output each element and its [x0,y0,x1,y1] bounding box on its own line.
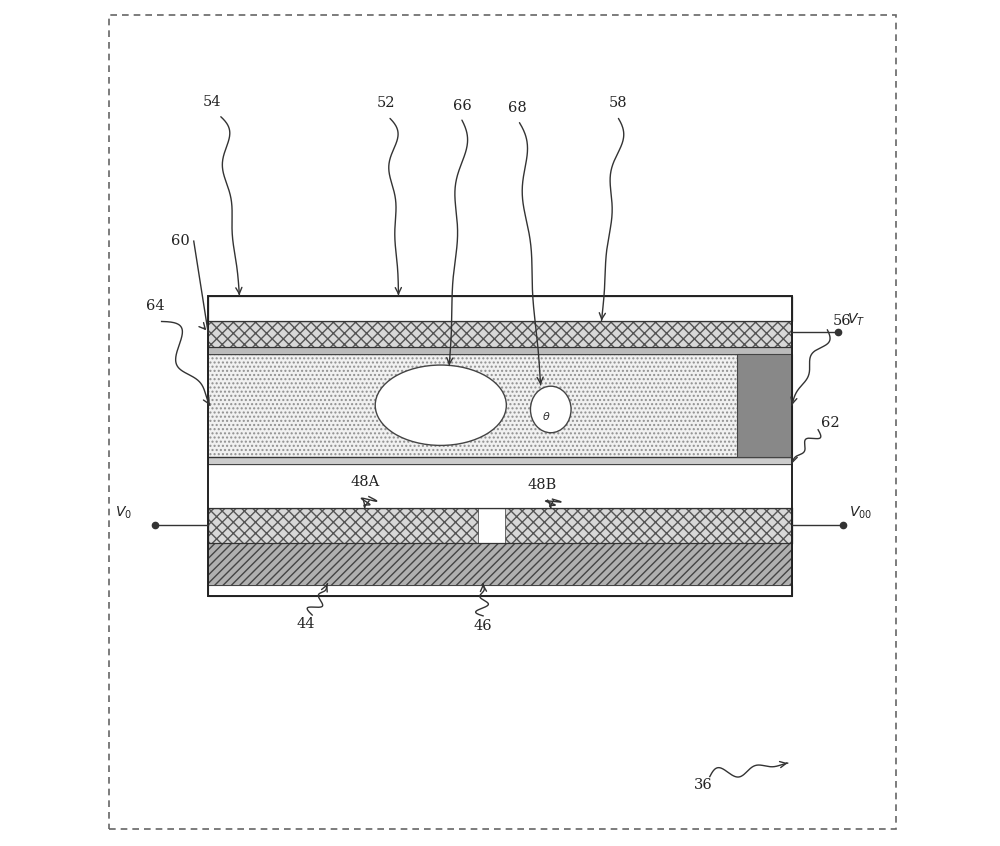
Ellipse shape [530,386,571,433]
Text: 68: 68 [508,102,526,115]
Text: 44: 44 [296,618,315,631]
Text: 48A: 48A [350,475,379,489]
Text: $V_{00}$: $V_{00}$ [849,505,872,521]
Text: 58: 58 [609,96,628,110]
Text: 46: 46 [474,619,492,633]
Text: 36: 36 [694,778,712,792]
Bar [208,508,792,543]
Bar [208,508,478,543]
Bar [208,457,792,464]
Bar [505,508,792,543]
Text: $V_T$: $V_T$ [847,312,865,328]
Text: 56: 56 [832,315,851,328]
Text: 52: 52 [377,96,395,110]
Bar [208,354,792,457]
Bar [208,296,792,596]
Text: $V_0$: $V_0$ [115,505,132,521]
Bar [208,347,792,354]
Text: 64: 64 [146,299,165,313]
Text: 60: 60 [171,234,190,248]
Bar [737,354,792,457]
Bar [208,464,792,508]
Ellipse shape [375,365,506,445]
Text: 62: 62 [821,416,840,430]
Bar [208,543,792,585]
Bar [208,585,792,596]
Bar [208,296,792,321]
Text: 54: 54 [203,95,222,108]
Bar [208,321,792,347]
Text: 66: 66 [453,99,471,113]
Text: 48B: 48B [528,478,557,492]
Text: $\theta$: $\theta$ [542,410,551,422]
